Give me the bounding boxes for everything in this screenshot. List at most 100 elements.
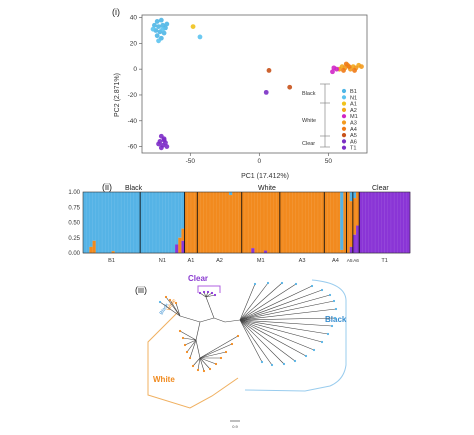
admix-ytick-label: 0.50 [68, 221, 80, 227]
admix-bar-segment [394, 192, 398, 253]
legend-swatch-b1 [341, 88, 347, 94]
admix-bar-segment [232, 192, 236, 253]
pca-ytick-label: -60 [128, 144, 138, 151]
admix-separators [82, 191, 411, 254]
admix-ytick-label: 0.75 [68, 205, 80, 211]
tree-tip [185, 350, 189, 354]
admix-bar-segment [92, 192, 96, 241]
admix-bar-segment [203, 192, 208, 253]
admix-bar-segment [181, 192, 185, 229]
phylo-tree: Clear Black White White Black 0.9 [147, 274, 347, 429]
tree-branch [199, 357, 217, 365]
tree-branch [239, 289, 323, 321]
admix-bar-segment [229, 192, 233, 196]
tree-branch [239, 319, 307, 357]
admix-bar-segment [378, 192, 382, 253]
admix-bar-segment [216, 192, 220, 253]
admix-bar-segment [324, 192, 328, 253]
tree-label-black: Black [325, 315, 347, 324]
pca-ytick-label: 40 [130, 15, 138, 22]
admix-bar-segment [289, 192, 293, 253]
tree-branch [199, 357, 205, 372]
admix-bar-segment [263, 192, 268, 251]
admix-bar-segment [365, 192, 370, 253]
legend-label-n1: N1 [350, 95, 357, 101]
tree-branch [239, 300, 335, 321]
legend-swatch-a4 [341, 126, 347, 131]
admix-label-clear: Clear [372, 185, 389, 192]
legend-label-a3: A3 [350, 121, 357, 127]
tree-branch [195, 321, 201, 341]
admix-bar-segment [251, 248, 255, 253]
tree-branch [239, 282, 283, 321]
admix-bar-segment [187, 192, 192, 253]
tree-label-white: White [153, 375, 175, 384]
tree-tip [202, 290, 206, 294]
tree-branch [186, 339, 197, 353]
admix-bar-segment [403, 192, 408, 253]
admixture-plot: Black White Clear 1.00 0.75 0.50 0.25 0.00 B… [68, 185, 411, 264]
admix-ytick-label: 1.00 [68, 190, 80, 196]
tree-branch [165, 296, 181, 317]
admix-bar-segment [330, 192, 335, 253]
tree-branch [199, 357, 211, 370]
legend-swatch-a1 [341, 101, 347, 106]
admix-bar-segment [225, 192, 230, 253]
admix-pop-label: N1 [159, 258, 166, 264]
tree-branch [205, 296, 215, 319]
tree-tip [230, 342, 234, 346]
tree-branch [199, 317, 215, 323]
pca-point-a1 [190, 24, 196, 30]
admix-bar-segment [219, 192, 223, 253]
admix-bar-segment [181, 228, 185, 241]
tree-tip [326, 332, 330, 336]
tree-tip [164, 295, 168, 299]
legend-swatch-a6 [341, 139, 347, 144]
tree-tip [178, 329, 182, 333]
tree-branch [239, 319, 329, 335]
admix-pop-label: A1 [188, 258, 195, 264]
tree-tip [282, 362, 286, 366]
pca-point-t1 [158, 145, 164, 151]
admix-label-black: Black [125, 185, 143, 192]
legend-swatch-a2 [341, 107, 347, 112]
pca-ylabel: PC2 (2.871%) [114, 73, 121, 117]
admix-bar-segment [356, 225, 360, 253]
tree-tip [334, 307, 338, 311]
admix-bar-segment [168, 192, 173, 253]
tree-branch [239, 319, 323, 343]
admix-bar-segment [130, 192, 135, 253]
tree-tip [333, 316, 337, 320]
admix-bar-segment [257, 192, 262, 253]
admix-bar-segment [162, 192, 166, 253]
tree-tip [332, 299, 336, 303]
admix-bar-segment [111, 192, 116, 252]
pca-xlabel: PC1 (17.412%) [241, 173, 289, 180]
admix-bar-segment [371, 192, 376, 253]
pca-brackets: Black White Clear [302, 83, 330, 148]
pca-point-b1 [154, 19, 160, 24]
tree-branch [179, 330, 197, 341]
tree-branch [199, 335, 239, 359]
tree-branch [179, 315, 201, 323]
panel-label-i: (i) [112, 7, 120, 17]
legend-swatch-m1 [341, 114, 347, 119]
admix-bar-segment [244, 192, 249, 253]
pca-point-a6 [263, 89, 269, 95]
admix-bar-segment [251, 192, 255, 249]
admix-pop-label: A4 [332, 258, 339, 264]
tree-branch [199, 351, 227, 359]
pca-plot: -50 0 50 40 20 0 -20 -40 -60 PC1 (17.412%) PC2 (… [114, 15, 368, 180]
tree-tip [320, 340, 324, 344]
pca-point-a4 [343, 61, 349, 67]
tree-branch [239, 283, 256, 321]
admix-bar-segment [384, 192, 389, 253]
admix-bar-segment [248, 192, 252, 253]
pca-bracket-white: White [302, 118, 316, 124]
admix-bar-segment [86, 192, 90, 253]
pca-point-n1 [197, 34, 203, 40]
admix-bar-segment [136, 192, 141, 253]
admix-pop-label: A3 [299, 258, 306, 264]
tree-branch [239, 308, 337, 321]
pca-point-m1 [330, 69, 335, 75]
